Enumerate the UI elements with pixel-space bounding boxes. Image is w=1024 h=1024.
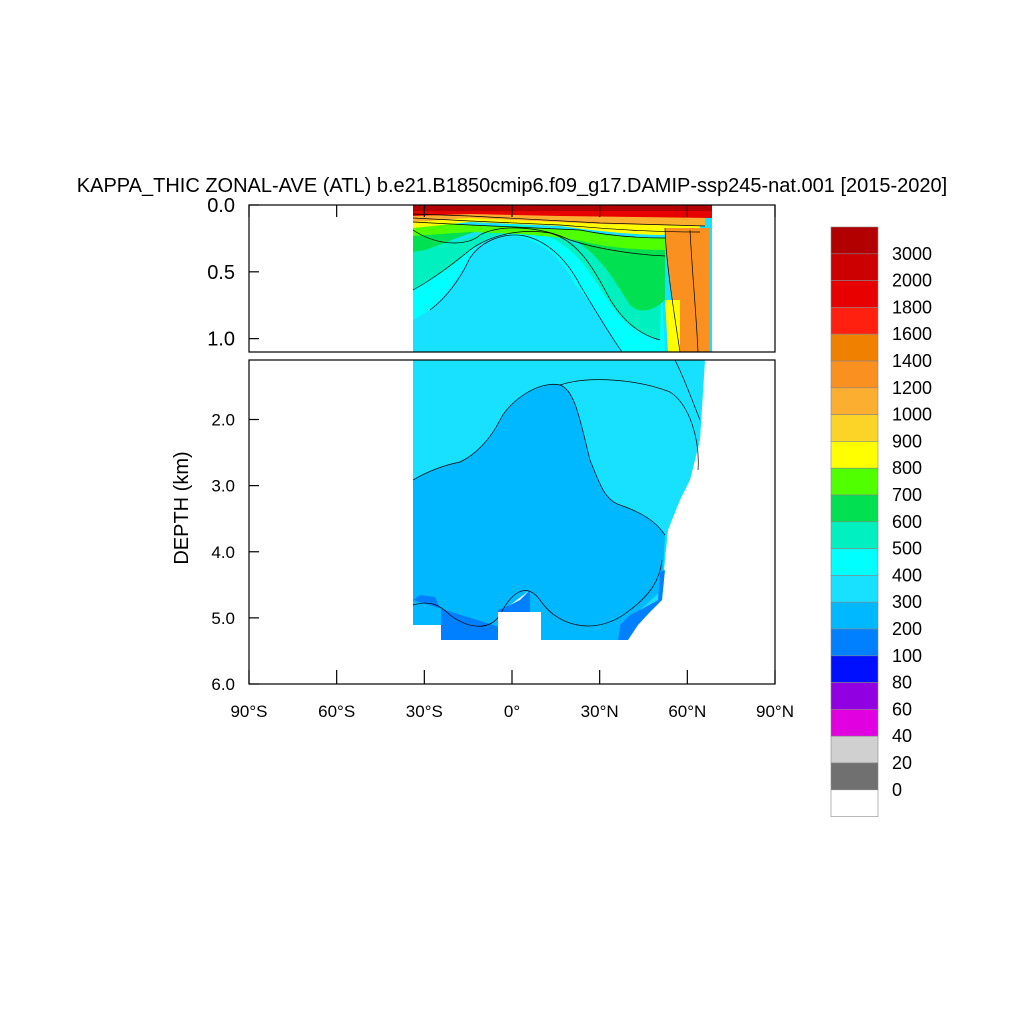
colorbar-swatch — [830, 548, 879, 576]
colorbar-label: 500 — [892, 539, 922, 559]
colorbar-swatch — [830, 601, 879, 630]
colorbar-swatch — [830, 467, 879, 496]
colorbar-label: 60 — [892, 699, 912, 719]
fill-100-lower — [413, 570, 665, 640]
colorbar-swatch — [830, 628, 879, 657]
y-tick-label-lower: 2.0 — [211, 411, 235, 430]
fill-white-lower-north — [705, 360, 775, 684]
colorbar-label: 1400 — [892, 351, 932, 371]
y-tick-label-lower: 6.0 — [211, 675, 235, 694]
colorbar-label: 0 — [892, 780, 902, 800]
colorbar-label: 900 — [892, 431, 922, 451]
fill-600-upper — [413, 225, 665, 311]
colorbar-swatch — [830, 387, 879, 415]
colorbar-label: 100 — [892, 646, 922, 666]
colorbar-swatch — [830, 441, 879, 469]
x-tick-label: 30°N — [581, 702, 619, 721]
colorbar-label: 400 — [892, 565, 922, 585]
colorbar-swatch — [830, 280, 879, 308]
colorbar-label: 3000 — [892, 244, 932, 264]
y-axis-label: DEPTH (km) — [171, 451, 193, 564]
colorbar-swatch — [830, 762, 879, 791]
colorbar-swatch — [830, 307, 879, 335]
y-tick-label-lower: 4.0 — [211, 543, 235, 562]
colorbar-label: 20 — [892, 753, 912, 773]
colorbar-swatch — [830, 226, 879, 255]
y-tick-label-upper: 1.0 — [207, 329, 235, 351]
colorbar-swatch — [830, 575, 879, 603]
lower-panel — [249, 360, 775, 684]
colorbar-swatch — [830, 521, 879, 549]
fill-white-lower-bottom — [413, 645, 705, 684]
colorbar: 3000200018001600140012001000900800700600… — [830, 226, 932, 817]
colorbar-swatch — [830, 655, 879, 683]
x-tick-label: 0° — [504, 702, 520, 721]
colorbar-swatch — [830, 789, 879, 817]
fill-200-lower — [413, 384, 665, 640]
colorbar-swatch — [830, 333, 879, 362]
colorbar-swatch — [830, 360, 879, 389]
fill-white-lower-south — [249, 360, 413, 684]
x-tick-label: 90°S — [230, 702, 267, 721]
colorbar-swatch — [830, 253, 879, 281]
colorbar-label: 300 — [892, 592, 922, 612]
y-tick-label-upper: 0.0 — [207, 195, 235, 217]
x-tick-label: 60°N — [668, 702, 706, 721]
colorbar-label: 1200 — [892, 378, 932, 398]
colorbar-label: 2000 — [892, 271, 932, 291]
colorbar-label: 800 — [892, 458, 922, 478]
colorbar-label: 1600 — [892, 324, 932, 344]
colorbar-label: 80 — [892, 673, 912, 693]
colorbar-swatch — [830, 494, 879, 523]
chart-title: KAPPA_THIC ZONAL-AVE (ATL) b.e21.B1850cm… — [77, 175, 947, 197]
colorbar-label: 1800 — [892, 297, 932, 317]
x-tick-label: 30°S — [406, 702, 443, 721]
colorbar-label: 700 — [892, 485, 922, 505]
colorbar-label: 200 — [892, 619, 922, 639]
colorbar-swatch — [830, 709, 879, 737]
fill-3000-upper — [413, 205, 712, 211]
colorbar-label: 1000 — [892, 405, 932, 425]
axes: 0.0 0.5 1.0 2.0 3.0 4.0 5.0 6.0 90°S 60°S 30°S 0° 30… — [207, 195, 794, 721]
colorbar-swatch — [830, 735, 879, 764]
colorbar-swatch — [830, 414, 879, 442]
x-tick-label: 90°N — [756, 702, 794, 721]
fill-800-north-upper — [665, 300, 680, 352]
colorbar-label: 40 — [892, 726, 912, 746]
colorbar-label: 600 — [892, 512, 922, 532]
fill-white-south — [249, 205, 413, 352]
upper-panel — [249, 205, 775, 352]
y-tick-label-upper: 0.5 — [207, 262, 235, 284]
y-tick-label-lower: 5.0 — [211, 609, 235, 628]
y-tick-label-lower: 3.0 — [211, 477, 235, 496]
x-tick-label: 60°S — [318, 702, 355, 721]
colorbar-swatch — [830, 682, 879, 710]
fill-white-north — [712, 205, 775, 352]
fill-700-upper — [413, 222, 665, 250]
